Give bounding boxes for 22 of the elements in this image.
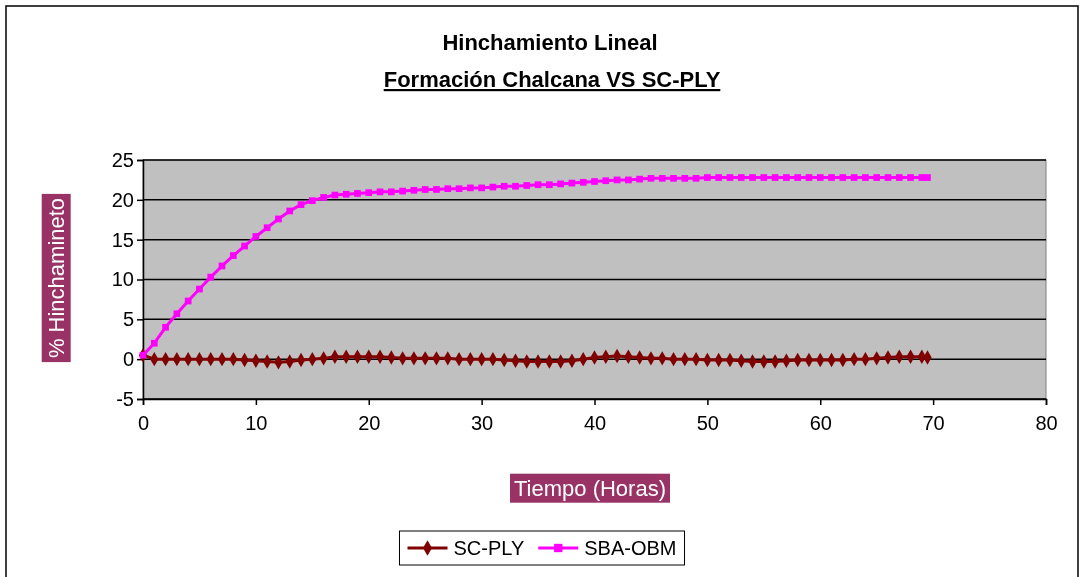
legend-label: SC-PLY [453,537,525,559]
x-tick-label: 40 [583,412,607,434]
x-tick-label: 10 [245,412,268,434]
y-tick-label: 15 [111,228,134,251]
x-tick-label: 80 [1035,412,1058,434]
x-tick-label: 60 [809,412,832,434]
chart-subtitle: Formación Chalcana VS SC-PLY [383,67,721,92]
y-tick-label: -5 [116,387,134,410]
y-tick-label: 0 [122,348,134,371]
y-tick-label: 25 [111,148,134,171]
x-tick-label: 30 [471,412,494,434]
chart-title: Hinchamiento Lineal [442,30,658,55]
x-tick-label: 0 [137,412,150,434]
x-tick-label: 50 [696,412,719,434]
x-tick-label: 70 [922,412,945,434]
y-tick-label: 10 [111,268,134,291]
legend-label: SBA-OBM [584,537,677,559]
y-tick-label: 20 [111,188,134,211]
x-tick-label: 20 [358,412,381,434]
x-axis-title: Tiempo (Horas) [514,475,666,501]
y-tick-label: 5 [122,308,134,331]
y-axis-title: % Hinchamineto [43,197,69,359]
